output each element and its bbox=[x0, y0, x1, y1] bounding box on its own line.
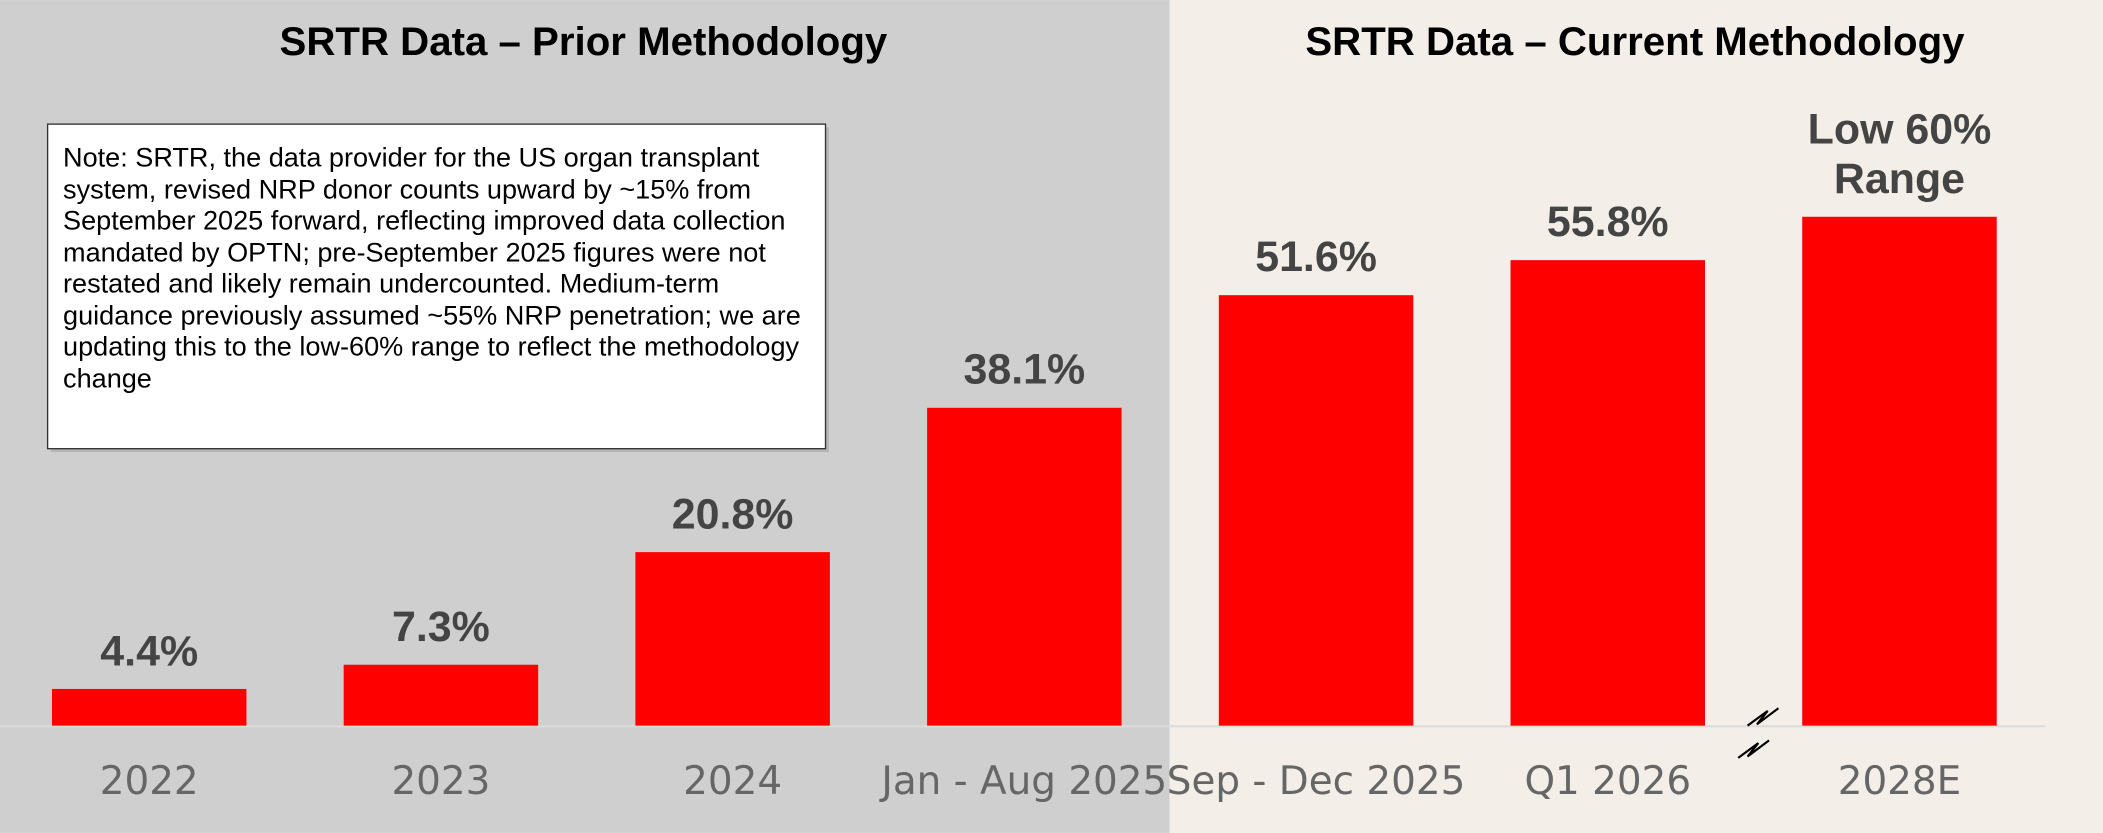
value-label-box: 51.6% bbox=[1255, 232, 1377, 281]
note-container: Note: SRTR, the data provider for the US… bbox=[63, 143, 801, 394]
value-label-box: 7.3% bbox=[392, 601, 490, 650]
x-tick-label: Jan - Aug 2025 bbox=[878, 759, 1167, 804]
value-label-box: 38.1% bbox=[963, 344, 1086, 394]
x-tick-label: 2022 bbox=[100, 759, 199, 804]
value-label-box: 55.8% bbox=[1546, 197, 1669, 246]
value-label: Low 60% Range bbox=[1807, 104, 1992, 203]
value-label-box: 4.4% bbox=[100, 625, 199, 675]
x-tick-label: 2023 bbox=[391, 759, 490, 804]
bar bbox=[51, 688, 247, 726]
value-label: 51.6% bbox=[1255, 232, 1377, 281]
note-text: Note: SRTR, the data provider for the US… bbox=[63, 143, 801, 394]
x-tick-label: Sep - Dec 2025 bbox=[1167, 759, 1466, 804]
value-label: 55.8% bbox=[1546, 197, 1669, 246]
section-title: SRTR Data – Current Methodology bbox=[1305, 19, 1965, 64]
section-title: SRTR Data – Prior Methodology bbox=[280, 19, 888, 64]
bar bbox=[1218, 295, 1414, 726]
value-label: 20.8% bbox=[671, 489, 794, 538]
value-label-box: 20.8% bbox=[671, 489, 794, 538]
axis-break bbox=[1737, 707, 1780, 759]
x-tick-label: Q1 2026 bbox=[1524, 759, 1691, 804]
note-box bbox=[46, 123, 827, 450]
bar bbox=[343, 664, 539, 726]
bar bbox=[1802, 216, 1997, 726]
value-label: 4.4% bbox=[100, 625, 199, 675]
bar bbox=[927, 407, 1122, 726]
value-label-box: Low 60% Range bbox=[1807, 104, 1992, 203]
x-tick-label: 2028E bbox=[1838, 759, 1962, 804]
bar bbox=[1510, 260, 1705, 726]
value-label: 38.1% bbox=[963, 344, 1086, 394]
x-tick-label: 2024 bbox=[683, 759, 782, 804]
bar bbox=[635, 552, 830, 726]
value-label: 7.3% bbox=[392, 601, 490, 650]
